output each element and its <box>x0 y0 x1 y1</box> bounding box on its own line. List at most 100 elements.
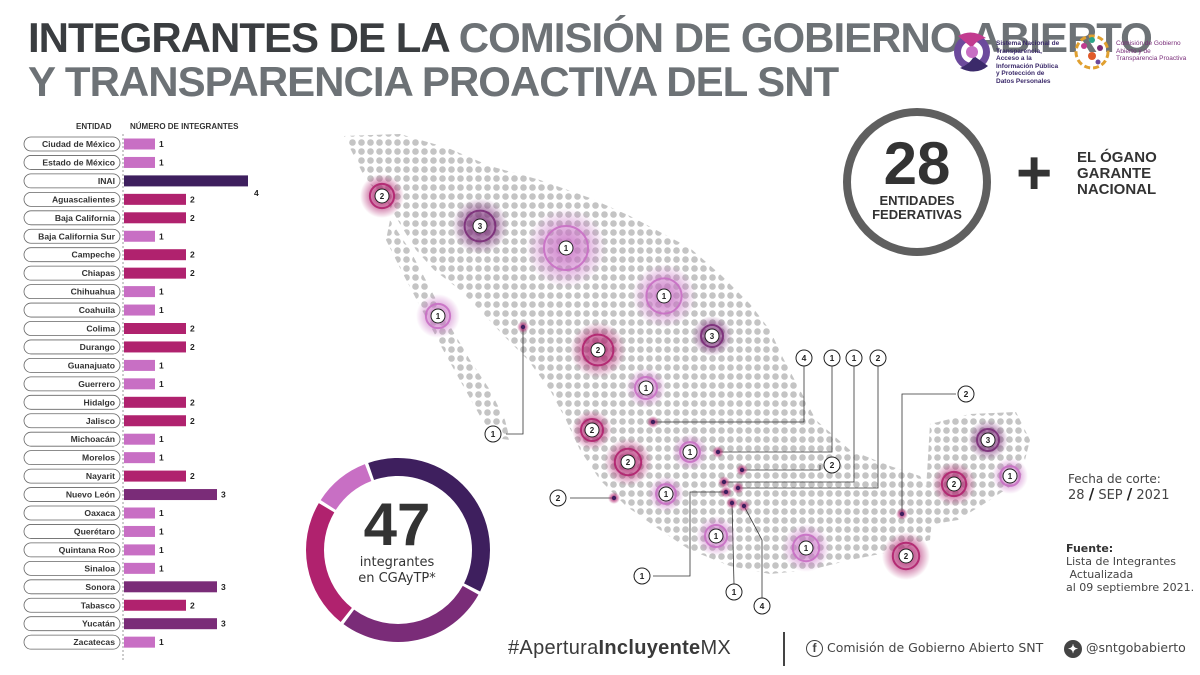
cutoff-label: Fecha de corte: <box>1068 472 1161 486</box>
cutoff-day: 28 <box>1068 488 1085 503</box>
bar <box>124 396 186 408</box>
entities-label-2: FEDERATIVAS <box>872 207 962 222</box>
bar-label-pill <box>23 413 121 429</box>
bar-row: Michoacán 1 <box>23 431 164 447</box>
bar-row: Durango 2 <box>23 339 195 355</box>
map-small-dot <box>650 419 656 425</box>
map-small-dot <box>741 503 747 509</box>
bar-label-pill <box>23 487 121 502</box>
bar-row: Guanajuato 1 <box>23 357 164 373</box>
bar-category-label: Quintana Roo <box>59 545 115 555</box>
bar <box>124 193 186 205</box>
bar-row: Campeche 2 <box>23 247 195 263</box>
map-marker-ring <box>543 225 589 271</box>
bar-value-label: 2 <box>190 194 195 204</box>
map-marker-badge <box>584 422 600 438</box>
map-marker-label: 2 <box>590 426 595 435</box>
twitter-link[interactable]: ✦ @sntgobabierto <box>1064 634 1186 664</box>
bar-label-pill <box>23 505 121 521</box>
bar <box>124 156 155 168</box>
map-marker-label: 3 <box>710 332 715 341</box>
map-marker-ring <box>700 324 724 348</box>
footer-divider <box>783 632 785 666</box>
map-marker-label: 1 <box>664 490 669 499</box>
bar-value-label: 1 <box>159 637 164 647</box>
total-donut-chart <box>306 458 490 642</box>
bar-row: Quintana Roo 1 <box>23 542 164 558</box>
donut-center-text: 47 integrantes en CGAyTP* <box>330 495 464 587</box>
bar <box>124 230 155 242</box>
map-small-dot <box>715 449 721 455</box>
map-marker-badge <box>682 444 698 460</box>
entity-column-header: ENTIDAD <box>76 122 112 131</box>
bar <box>124 452 155 464</box>
bar-row: Oaxaca 1 <box>23 505 164 521</box>
map-marker-ring <box>999 465 1021 487</box>
bar-rows: Ciudad de México 1 Estado de México 1 INAI 4 A… <box>23 136 259 650</box>
hashtag: #AperturaIncluyenteMX <box>508 634 731 664</box>
map-marker-label: 1 <box>436 312 441 321</box>
twitter-handle: @sntgobabierto <box>1086 640 1186 655</box>
bar-value-label: 2 <box>190 600 195 610</box>
bar-value-label: 3 <box>221 582 226 592</box>
bar-category-label: Coahuila <box>79 305 116 315</box>
bar <box>124 378 155 390</box>
map-marker-label: 2 <box>626 458 631 467</box>
map-small-dot <box>520 324 526 330</box>
bar <box>124 323 186 334</box>
entities-label-1: ENTIDADES <box>879 193 955 208</box>
bar-category-label: Zacatecas <box>73 637 115 647</box>
bar <box>124 470 186 482</box>
map-callout: 1 <box>725 583 743 601</box>
map-marker-label: 3 <box>986 436 991 445</box>
bar-category-label: Colima <box>86 324 115 334</box>
bar-value-label: 3 <box>221 619 226 629</box>
organo-garante-label: EL ÓGANO GARANTE NACIONAL <box>1077 150 1187 198</box>
cutoff-year: 2021 <box>1136 488 1170 503</box>
map-marker-ring <box>580 418 604 442</box>
bar-value-label: 2 <box>190 416 195 426</box>
map-marker-label: 1 <box>714 532 719 541</box>
map-callout-badge <box>549 489 567 507</box>
organo-line1: EL ÓGANO <box>1077 149 1157 166</box>
map-small-dot <box>899 511 905 517</box>
map-small-dot <box>723 489 729 495</box>
total-members-label-1: integrantes <box>359 555 435 570</box>
map-callout-badge <box>845 349 863 367</box>
bar-row: Ciudad de México 1 <box>23 136 164 152</box>
bar <box>124 544 155 556</box>
map-marker-label: 1 <box>688 448 693 457</box>
map-marker-label: 2 <box>380 192 385 201</box>
bar-row: Sonora 3 <box>23 579 226 595</box>
bar-value-label: 1 <box>159 305 164 315</box>
bar <box>124 489 217 501</box>
map-marker-badge <box>638 380 654 396</box>
map-marker: 1 <box>632 264 696 328</box>
bar-category-label: Sinaloa <box>84 563 115 573</box>
bar-value-label: 4 <box>254 188 259 198</box>
bar-label-pill <box>23 468 121 484</box>
map-callout-badge <box>484 425 502 443</box>
title-line1-dark: INTEGRANTES DE LA <box>28 14 449 61</box>
map-marker: 1 <box>416 294 460 338</box>
bar-category-label: Nayarit <box>86 471 115 481</box>
members-bar-chart: Ciudad de México 1 Estado de México 1 INAI 4 A… <box>23 134 259 660</box>
map-marker: 1 <box>696 516 736 556</box>
bar-value-label: 1 <box>159 563 164 573</box>
bar-value-label: 2 <box>190 250 195 260</box>
map-marker: 1 <box>526 208 606 288</box>
map-marker: 3 <box>692 316 732 356</box>
map-leaders <box>506 327 956 598</box>
bar <box>124 433 155 445</box>
facebook-link[interactable]: f Comisión de Gobierno Abierto SNT <box>806 634 1043 664</box>
map-callout: 2 <box>957 385 975 403</box>
cutoff-sep-2: / <box>1126 485 1133 503</box>
bar-row: Nuevo León 3 <box>23 487 226 502</box>
bar-value-label: 2 <box>190 471 195 481</box>
bar-value-label: 1 <box>159 545 164 555</box>
comision-logo-mark <box>1074 34 1110 70</box>
donut-segment <box>368 458 490 592</box>
map-callouts: 1 4 1 1 2 2 2 2 1 1 4 <box>484 349 975 615</box>
map-marker-label: 1 <box>662 292 667 301</box>
bar <box>124 415 186 427</box>
